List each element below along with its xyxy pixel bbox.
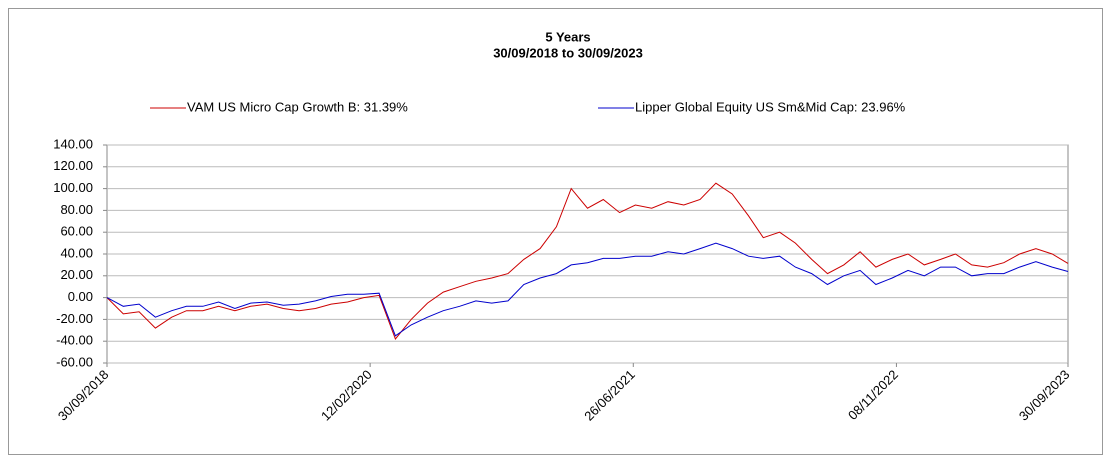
- y-tick-label: 60.00: [60, 224, 93, 239]
- y-tick-label: 140.00: [53, 136, 93, 151]
- series-line: [106, 242, 1069, 337]
- y-tick-label: 0.00: [68, 289, 93, 304]
- chart-title: 5 Years: [545, 29, 590, 44]
- y-tick-label: -60.00: [56, 354, 93, 369]
- chart-subtitle: 30/09/2018 to 30/09/2023: [493, 45, 643, 60]
- y-tick-label: 100.00: [53, 180, 93, 195]
- y-tick-label: 80.00: [60, 202, 93, 217]
- y-tick-label: 120.00: [53, 158, 93, 173]
- y-tick-label: -20.00: [56, 311, 93, 326]
- y-tick-label: 20.00: [60, 267, 93, 282]
- y-tick-label: 40.00: [60, 245, 93, 260]
- legend-label: VAM US Micro Cap Growth B: 31.39%: [187, 99, 408, 114]
- y-tick-label: -40.00: [56, 333, 93, 348]
- legend-label: Lipper Global Equity US Sm&Mid Cap: 23.9…: [635, 99, 906, 114]
- series-line: [106, 182, 1069, 340]
